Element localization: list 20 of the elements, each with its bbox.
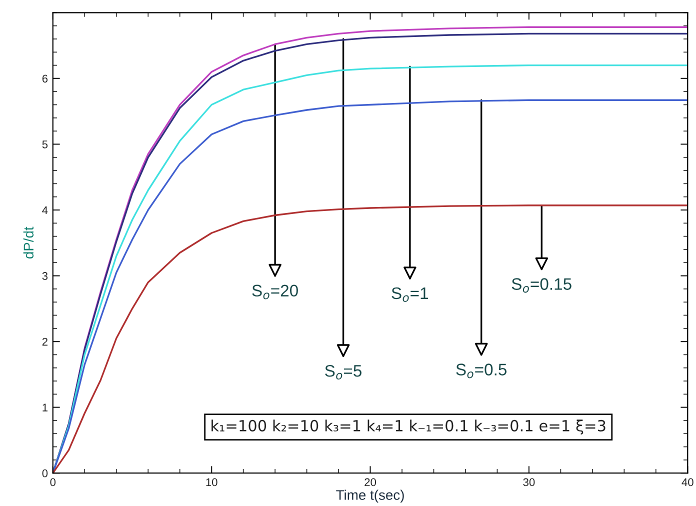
x-tick-label: 30 xyxy=(523,478,535,486)
y-tick-label: 1 xyxy=(42,404,48,412)
y-tick-label: 0 xyxy=(42,469,48,478)
y-axis-title: dP/dt xyxy=(23,226,34,259)
x-axis-title: Time t(sec) xyxy=(336,490,404,503)
x-tick-label: 10 xyxy=(206,478,218,486)
x-tick-label: 0 xyxy=(50,478,56,486)
annotation: S$_{o}$=5 xyxy=(325,364,362,380)
x-tick-label: 40 xyxy=(682,478,694,486)
annotation: S$_{o}$=0.15 xyxy=(512,278,572,293)
y-tick-label: 5 xyxy=(42,140,48,148)
y-tick-label: 2 xyxy=(42,338,48,346)
annotation: S$_{o}$=1 xyxy=(392,287,428,302)
x-tick-label: 20 xyxy=(364,478,376,486)
y-tick-label: 6 xyxy=(42,74,48,83)
y-tick-label: 4 xyxy=(42,206,48,214)
annotation: S$_{o}$=20 xyxy=(252,284,298,300)
y-tick-label: 3 xyxy=(42,272,48,280)
annotation: S$_{o}$=0.5 xyxy=(456,364,507,378)
annotation: k₁=100 k₂=10 k₃=1 k₄=1 k₋₁=0.1 k₋₃=0.1 e=1 ξ=3 xyxy=(212,420,606,434)
